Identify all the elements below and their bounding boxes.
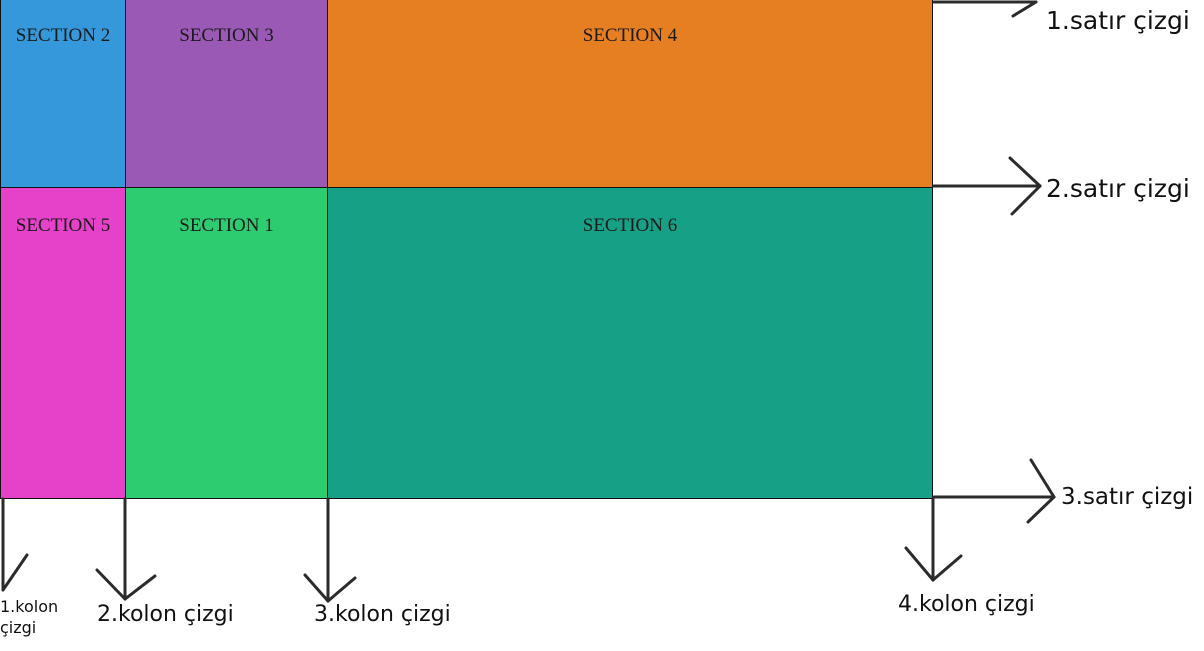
col-line-4-arrow bbox=[904, 497, 963, 582]
section-2-label: SECTION 2 bbox=[15, 25, 111, 46]
col-line-3-arrow bbox=[303, 497, 357, 603]
row-line-3-arrow bbox=[932, 458, 1056, 524]
section-5-cell: SECTION 5 bbox=[0, 187, 126, 499]
section-2-cell: SECTION 2 bbox=[0, 0, 126, 188]
section-1-cell: SECTION 1 bbox=[125, 187, 328, 499]
section-3-cell: SECTION 3 bbox=[125, 0, 328, 188]
section-3-label: SECTION 3 bbox=[179, 25, 274, 46]
col-line-1-label: 1.kolon çizgi bbox=[0, 597, 59, 637]
section-1-label: SECTION 1 bbox=[179, 215, 274, 236]
col-line-3-label: 3.kolon çizgi bbox=[314, 602, 451, 627]
col-line-2-label: 2.kolon çizgi bbox=[97, 602, 234, 627]
row-line-2-label: 2.satır çizgi bbox=[1046, 174, 1190, 203]
section-5-label: SECTION 5 bbox=[15, 215, 111, 236]
row-line-2-arrow bbox=[932, 156, 1042, 216]
row-line-1-arrow bbox=[932, 0, 1038, 18]
col-line-2-arrow bbox=[95, 497, 157, 601]
section-4-label: SECTION 4 bbox=[582, 25, 678, 46]
col-line-4-label: 4.kolon çizgi bbox=[898, 592, 1035, 617]
section-6-cell: SECTION 6 bbox=[327, 187, 933, 499]
section-6-label: SECTION 6 bbox=[582, 215, 678, 236]
row-line-1-label: 1.satır çizgi bbox=[1046, 6, 1190, 35]
row-line-3-label: 3.satır çizgi bbox=[1061, 484, 1194, 510]
section-4-cell: SECTION 4 bbox=[327, 0, 933, 188]
col-line-1-arrow bbox=[1, 497, 29, 592]
